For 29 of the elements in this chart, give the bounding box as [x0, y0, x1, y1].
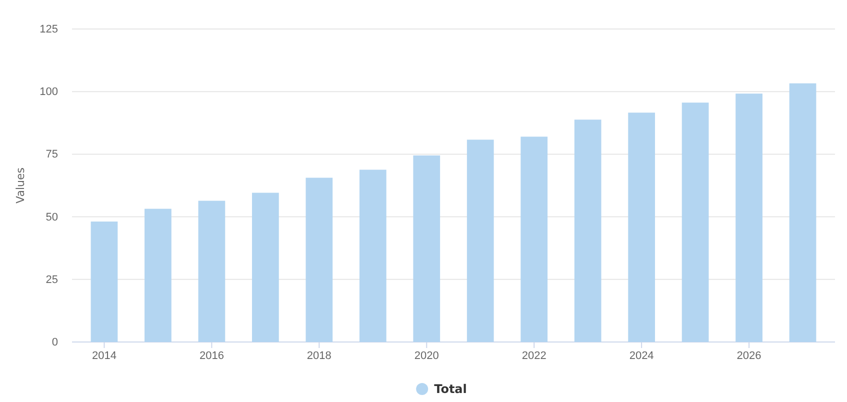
x-tick-label: 2014	[92, 350, 116, 362]
bar	[574, 120, 602, 342]
y-tick-label: 75	[46, 148, 58, 161]
x-tick-label: 2016	[199, 350, 224, 362]
y-axis-title: Values	[14, 167, 27, 204]
x-tick-label: 2022	[522, 350, 546, 362]
y-tick-label: 100	[40, 86, 58, 98]
legend-label: Total	[434, 382, 467, 396]
x-tick-label: 2026	[736, 350, 762, 362]
bar	[359, 170, 386, 342]
bar	[198, 200, 226, 342]
bar	[306, 178, 333, 342]
bar	[682, 102, 709, 342]
bar	[520, 136, 548, 342]
y-tick-label: 0	[52, 336, 58, 349]
y-tick-label: 25	[46, 274, 58, 286]
y-tick-label: 50	[46, 211, 58, 224]
x-tick-label: 2024	[629, 350, 654, 362]
x-tick-label: 2020	[414, 350, 439, 362]
bar	[413, 155, 440, 342]
bar	[466, 140, 494, 342]
bar	[144, 208, 172, 342]
bar	[90, 222, 118, 342]
x-tick-label: 2018	[306, 350, 332, 362]
y-tick-label: 125	[40, 24, 58, 36]
bar	[789, 83, 816, 342]
bar	[252, 192, 279, 342]
bar	[628, 112, 655, 342]
bar	[736, 94, 762, 342]
